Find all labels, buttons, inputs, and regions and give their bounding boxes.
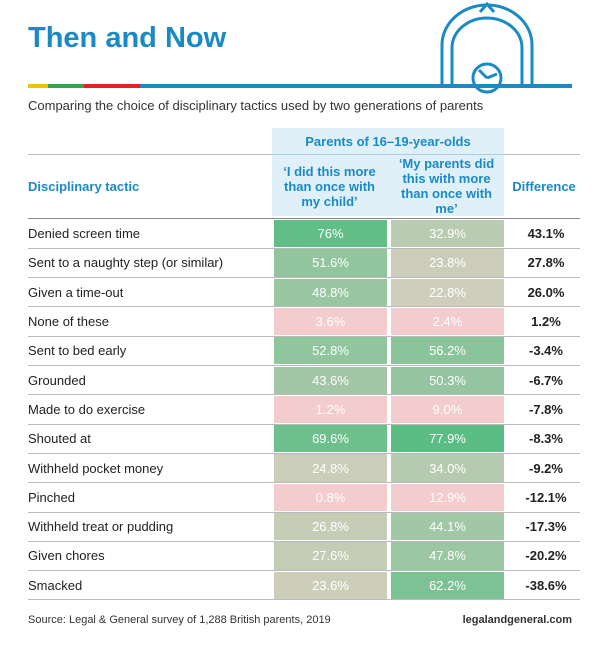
- row-divider: [28, 247, 580, 249]
- value-cell: 56.2%: [391, 337, 504, 365]
- group-header: Parents of 16–19-year-olds: [305, 133, 471, 149]
- row-label: Withheld treat or pudding: [28, 519, 174, 535]
- value-cell: 52.8%: [274, 337, 387, 365]
- value-cell: 1.2%: [531, 314, 561, 330]
- value-cell: 24.8%: [274, 454, 387, 482]
- source: Source: Legal & General survey of 1,288 …: [28, 614, 331, 626]
- row-divider: [28, 570, 580, 572]
- row-divider: [28, 394, 580, 396]
- row-label: Grounded: [28, 372, 86, 388]
- stripe: [28, 84, 48, 88]
- value-cell: 43.1%: [527, 226, 565, 242]
- row-label: Denied screen time: [28, 226, 140, 242]
- value-cell: 3.6%: [274, 307, 387, 336]
- row-label: Shouted at: [28, 431, 91, 447]
- value-cell: -7.8%: [529, 401, 563, 417]
- value-cell: 77.9%: [391, 425, 504, 453]
- value-cell: -6.7%: [529, 372, 563, 388]
- value-cell: 26.8%: [274, 513, 387, 541]
- value-cell: 22.8%: [391, 278, 504, 306]
- row-divider: [28, 511, 580, 513]
- value-cell: 12.9%: [391, 483, 504, 511]
- column-header: ‘My parents did this with more than once…: [398, 156, 495, 216]
- header-bg: [272, 128, 504, 216]
- value-cell: -17.3%: [525, 519, 567, 535]
- stripe: [48, 84, 84, 88]
- row-label: Smacked: [28, 577, 83, 593]
- divider: [504, 154, 580, 155]
- value-cell: -38.6%: [525, 577, 567, 593]
- column-header: Difference: [512, 178, 576, 194]
- column-header: ‘I did this more than once with my child…: [283, 163, 376, 209]
- value-cell: 34.0%: [391, 454, 504, 482]
- value-cell: 2.4%: [391, 307, 504, 336]
- logo: [440, 1, 534, 94]
- value-cell: 62.2%: [391, 571, 504, 599]
- divider: [28, 218, 580, 219]
- value-cell: 47.8%: [391, 542, 504, 570]
- value-cell: 9.0%: [391, 395, 504, 424]
- row-label: Given a time-out: [28, 284, 124, 300]
- value-cell: 27.8%: [527, 255, 565, 271]
- row-label: Sent to a naughty step (or similar): [28, 255, 224, 271]
- decoration: [28, 1, 572, 94]
- row-divider: [28, 599, 580, 601]
- value-cell: 26.0%: [527, 284, 565, 300]
- value-cell: 48.8%: [274, 278, 387, 306]
- row-label: Pinched: [28, 489, 75, 505]
- value-cell: -12.1%: [525, 489, 567, 505]
- website: legalandgeneral.com: [462, 614, 572, 626]
- value-cell: 0.8%: [274, 483, 387, 511]
- row-label: Given chores: [28, 548, 105, 564]
- row-divider: [28, 335, 580, 337]
- value-cell: 27.6%: [274, 542, 387, 570]
- stripe: [140, 84, 572, 88]
- value-cell: 51.6%: [274, 249, 387, 277]
- value-cell: 76%: [274, 220, 387, 248]
- divider: [28, 154, 272, 155]
- row-divider: [28, 277, 580, 279]
- value-cell: 23.8%: [391, 249, 504, 277]
- row-divider: [28, 306, 580, 308]
- value-cell: 69.6%: [274, 425, 387, 453]
- value-cell: -20.2%: [525, 548, 567, 564]
- value-cell: -3.4%: [529, 343, 563, 359]
- value-cell: -9.2%: [529, 460, 563, 476]
- column-header: Disciplinary tactic: [28, 178, 140, 194]
- title: Then and Now: [28, 22, 227, 54]
- value-cell: 50.3%: [391, 366, 504, 394]
- row-label: Sent to bed early: [28, 343, 127, 359]
- value-cell: 32.9%: [391, 220, 504, 248]
- value-cell: 1.2%: [274, 395, 387, 424]
- row-divider: [28, 452, 580, 454]
- row-label: Withheld pocket money: [28, 460, 164, 476]
- value-cell: -8.3%: [529, 431, 563, 447]
- divider: [272, 154, 504, 155]
- row-label: None of these: [28, 314, 109, 330]
- row-divider: [28, 365, 580, 366]
- row-divider: [28, 540, 580, 542]
- value-cell: 44.1%: [391, 513, 504, 541]
- row-divider: [28, 482, 580, 484]
- row-label: Made to do exercise: [28, 401, 146, 417]
- row-divider: [28, 423, 580, 425]
- stripe: [84, 84, 140, 88]
- value-cell: 43.6%: [274, 366, 387, 394]
- value-cell: 23.6%: [274, 571, 387, 599]
- subtitle: Comparing the choice of disciplinary tac…: [28, 98, 484, 113]
